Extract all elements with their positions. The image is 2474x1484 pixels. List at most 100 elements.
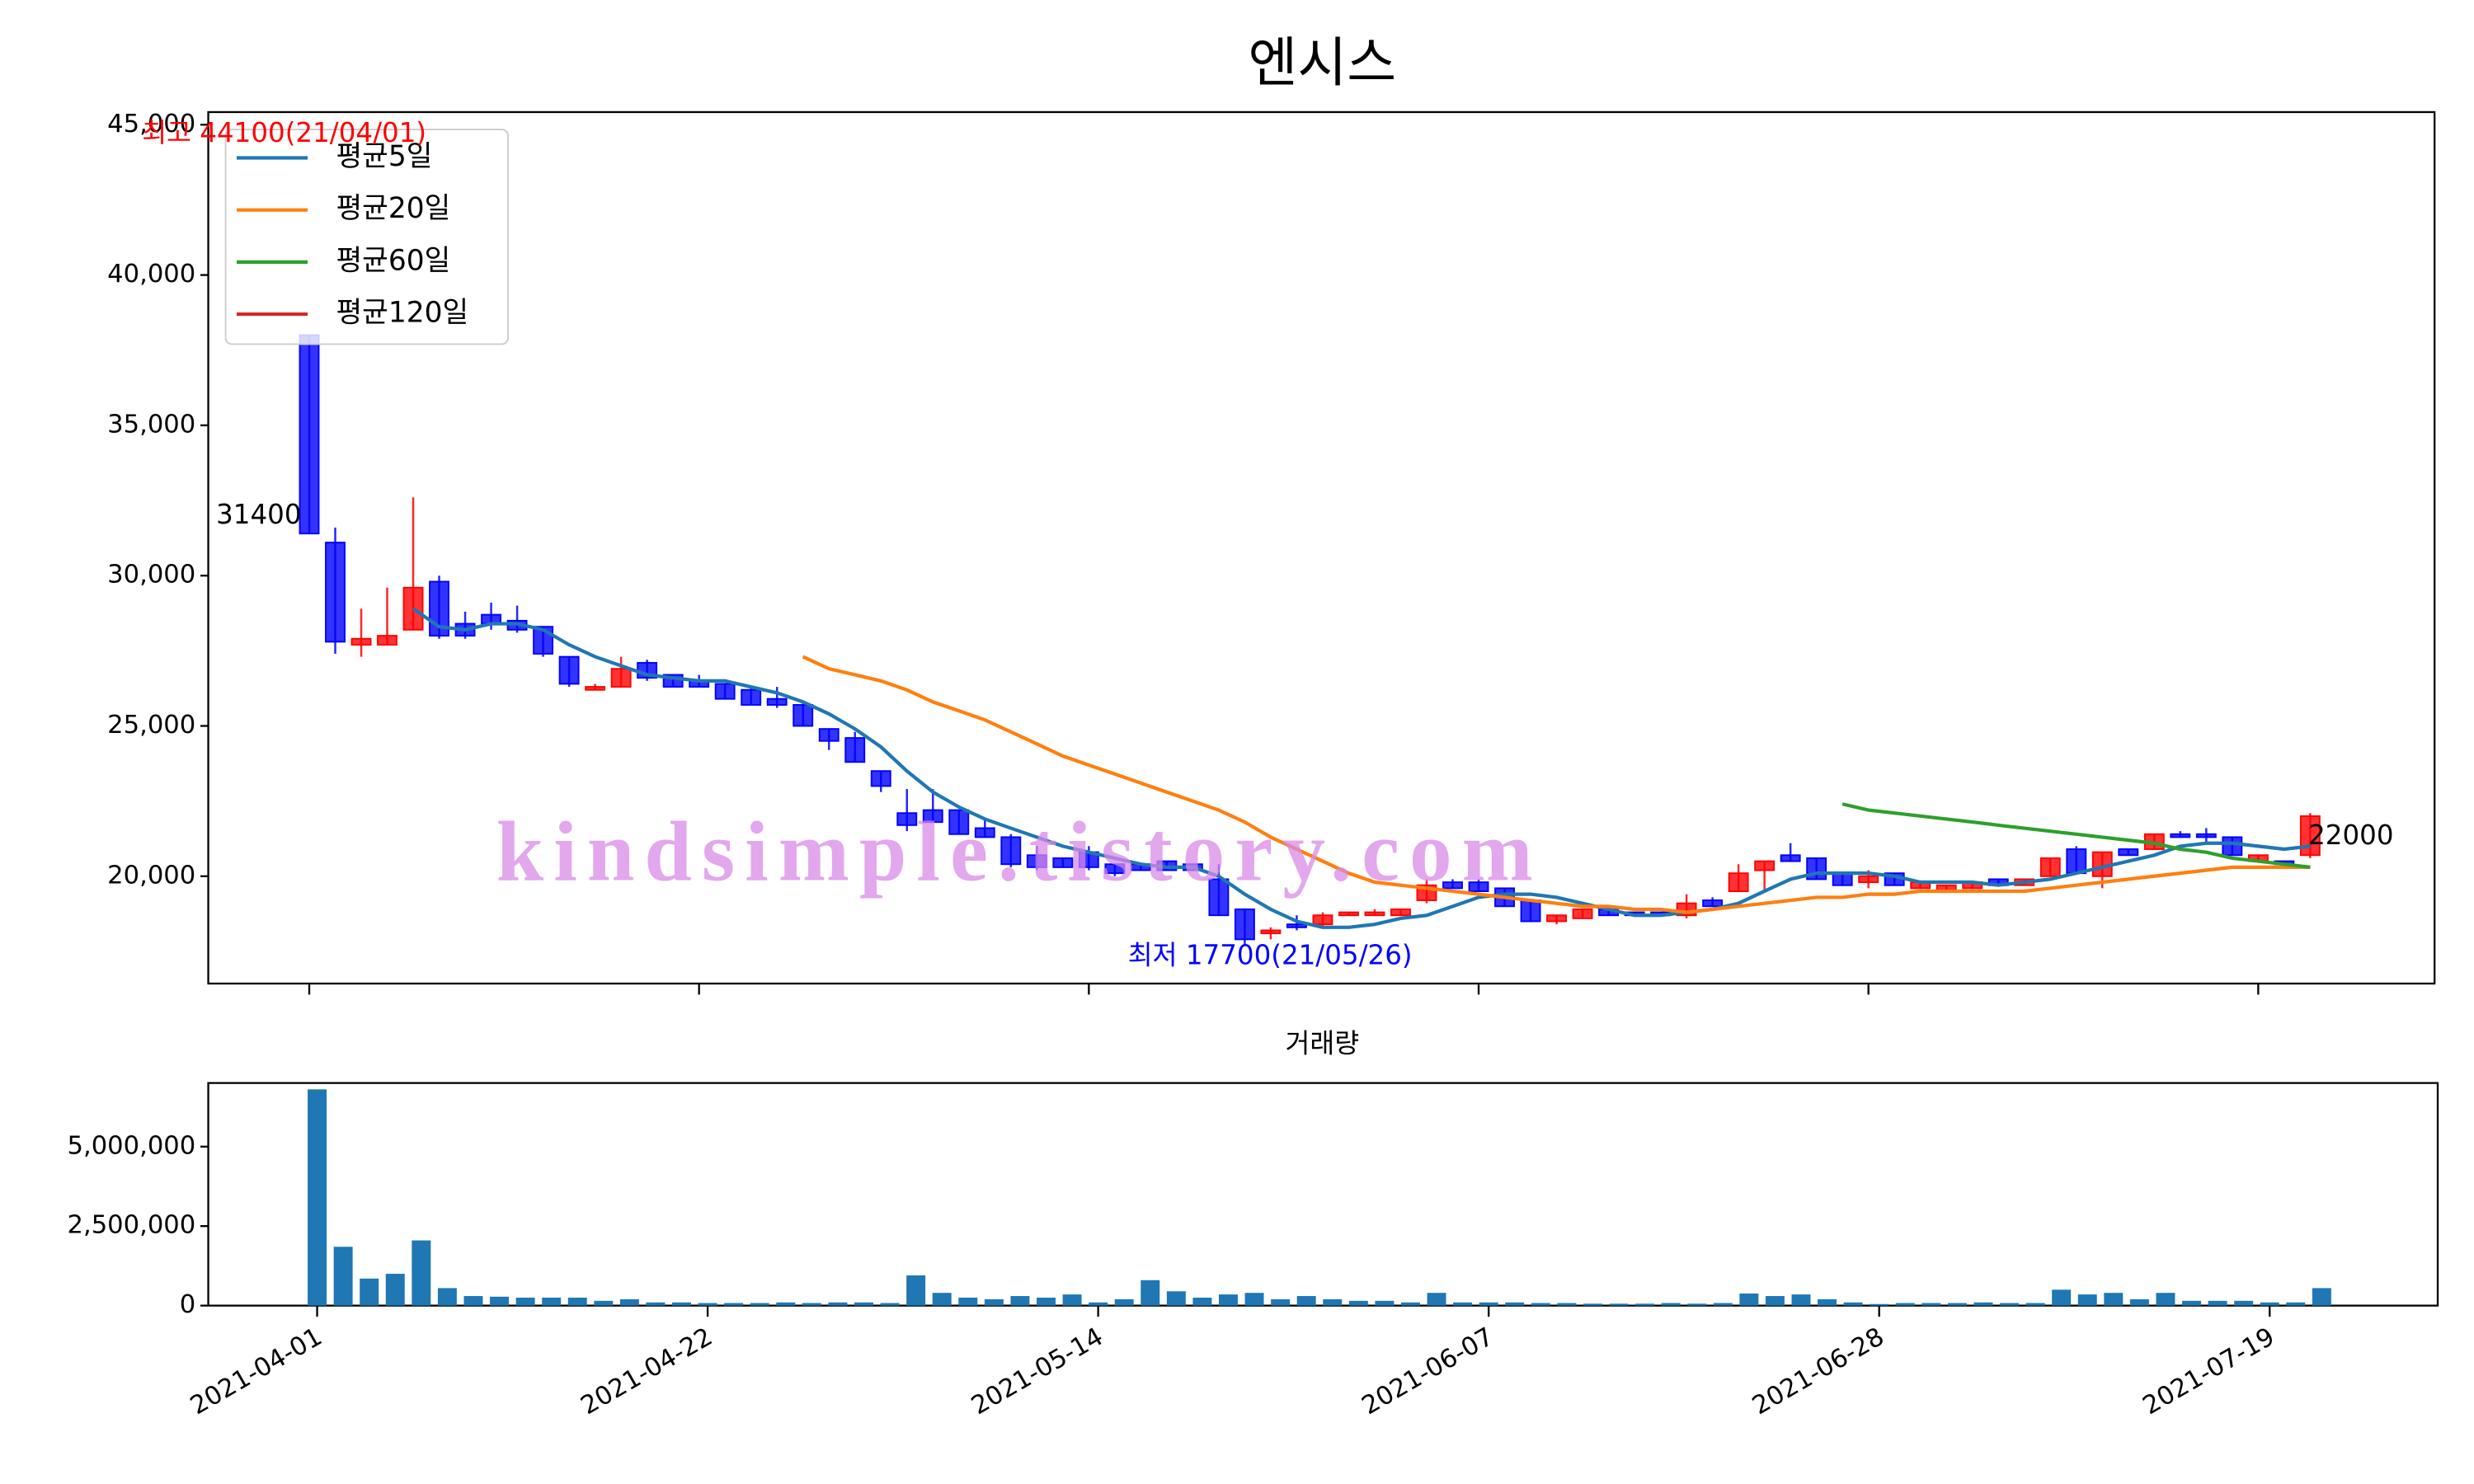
volume-bar	[1296, 1296, 1316, 1306]
volume-bar	[2104, 1293, 2124, 1306]
candle-body	[1234, 908, 1255, 941]
volume-bar	[2208, 1300, 2227, 1306]
volume-bar	[1895, 1303, 1915, 1306]
candle-body	[1468, 881, 1489, 892]
volume-bar	[698, 1303, 717, 1306]
volume-bar	[1375, 1300, 1395, 1306]
legend-label: 평균20일	[336, 192, 451, 225]
candle-body	[2170, 833, 2191, 838]
volume-bar	[1739, 1293, 1759, 1306]
volume-bar	[515, 1297, 535, 1306]
candle-body	[377, 635, 397, 646]
candle-body	[1286, 923, 1307, 928]
volume-bar	[984, 1298, 1004, 1306]
volume-bar	[958, 1297, 978, 1306]
volume-bar	[1635, 1303, 1655, 1306]
volume-title: 거래량	[1285, 1028, 1359, 1059]
candle-body	[1520, 899, 1541, 923]
y-tick-label: 45,000	[107, 110, 195, 139]
candle-body	[1702, 899, 1724, 908]
volume-bar	[2312, 1288, 2331, 1306]
volume-bar	[1843, 1302, 1863, 1306]
candle-body	[2195, 833, 2217, 838]
candle-body	[1364, 911, 1385, 917]
volume-bar	[1271, 1298, 1291, 1306]
volume-bar	[1166, 1291, 1186, 1306]
y-tick-label: 25,000	[107, 711, 195, 740]
candle-body	[1312, 914, 1333, 926]
volume-bar	[1713, 1303, 1733, 1306]
candle-body	[793, 704, 814, 727]
candle-body	[350, 637, 372, 646]
volume-bar	[1870, 1303, 1889, 1306]
volume-bar	[1427, 1293, 1446, 1306]
candle-body	[1104, 863, 1126, 875]
volume-bar	[932, 1293, 952, 1306]
volume-bar	[1244, 1293, 1264, 1306]
volume-bar	[1089, 1302, 1108, 1306]
candle-body	[922, 809, 943, 824]
y-tick-label: 5,000,000	[68, 1131, 196, 1160]
volume-bar	[437, 1288, 457, 1306]
volume-bar	[594, 1300, 614, 1306]
volume-bar	[1973, 1302, 1993, 1306]
volume-bar	[1141, 1280, 1160, 1306]
chart-title: 엔시스	[1249, 32, 1397, 94]
volume-bar	[1323, 1298, 1343, 1306]
volume-bar	[646, 1302, 666, 1306]
ma-line	[1841, 802, 2311, 869]
volume-bar	[1479, 1302, 1498, 1306]
volume-bar	[542, 1297, 562, 1306]
y-tick-label: 40,000	[107, 260, 195, 289]
volume-bar	[672, 1302, 692, 1306]
volume-bar	[1114, 1298, 1134, 1306]
volume-bar	[1192, 1297, 1212, 1306]
volume-bar	[828, 1302, 848, 1306]
ma-line	[412, 607, 2311, 929]
watermark: kindsimple.tistory.com	[496, 805, 1533, 899]
volume-bar	[1218, 1294, 1238, 1306]
candle-body	[741, 688, 762, 706]
volume-bar	[1348, 1300, 1368, 1306]
y-tick-label: 35,000	[107, 410, 195, 439]
volume-bar	[2052, 1289, 2072, 1306]
volume-bar	[2129, 1298, 2149, 1306]
candle-body	[1390, 908, 1411, 917]
volume-bar	[333, 1247, 353, 1306]
volume-bar	[1687, 1303, 1707, 1306]
candle-body	[1442, 881, 1463, 890]
volume-bar	[1037, 1297, 1056, 1306]
volume-bar	[2156, 1293, 2175, 1306]
annotation: 최저 17700(21/05/26)	[1128, 939, 1413, 970]
volume-bar	[1947, 1303, 1967, 1306]
legend-box	[224, 129, 510, 345]
legend-label: 평균5일	[336, 140, 433, 173]
candle-body	[325, 542, 346, 643]
candle-body	[2118, 848, 2139, 857]
volume-bar	[1661, 1303, 1681, 1306]
candle-body	[1052, 857, 1074, 868]
candle-body	[1208, 878, 1230, 917]
volume-bar	[1583, 1303, 1602, 1306]
candle-body	[610, 668, 632, 688]
candle-body	[299, 334, 320, 535]
volume-bar	[1791, 1294, 1811, 1306]
candle-body	[402, 586, 424, 631]
volume-bar	[360, 1278, 379, 1306]
candle-body	[1780, 854, 1801, 862]
annotation: 최고 44100(21/04/01)	[142, 117, 426, 148]
volume-bar	[2286, 1302, 2306, 1306]
volume-bar	[1400, 1302, 1420, 1306]
ma-line	[802, 655, 2311, 914]
volume-bar	[619, 1298, 639, 1306]
volume-bar	[854, 1302, 873, 1306]
legend-label: 평균120일	[336, 297, 469, 330]
volume-bar	[2234, 1300, 2254, 1306]
annotation: 22000	[2308, 819, 2393, 851]
candle-body	[1026, 854, 1047, 868]
candle-body	[844, 737, 866, 763]
volume-bar	[906, 1275, 926, 1306]
y-tick-label: 30,000	[107, 561, 195, 589]
